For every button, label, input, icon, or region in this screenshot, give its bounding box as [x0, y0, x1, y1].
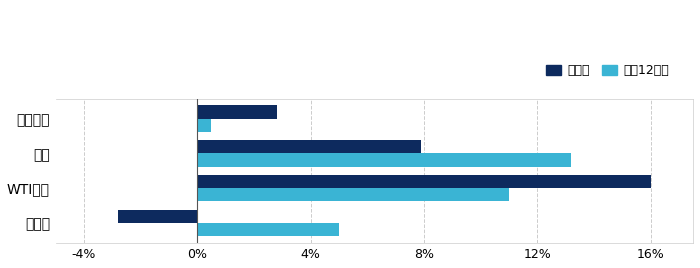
Bar	[197, 188, 509, 201]
Bar	[197, 153, 571, 166]
Legend: 上季度, 過去12個月: 上季度, 過去12個月	[541, 59, 674, 82]
Bar	[197, 140, 421, 153]
Bar	[197, 223, 339, 236]
Bar	[197, 175, 650, 188]
Bar	[118, 210, 197, 223]
Bar	[197, 105, 276, 119]
Bar	[197, 119, 211, 132]
